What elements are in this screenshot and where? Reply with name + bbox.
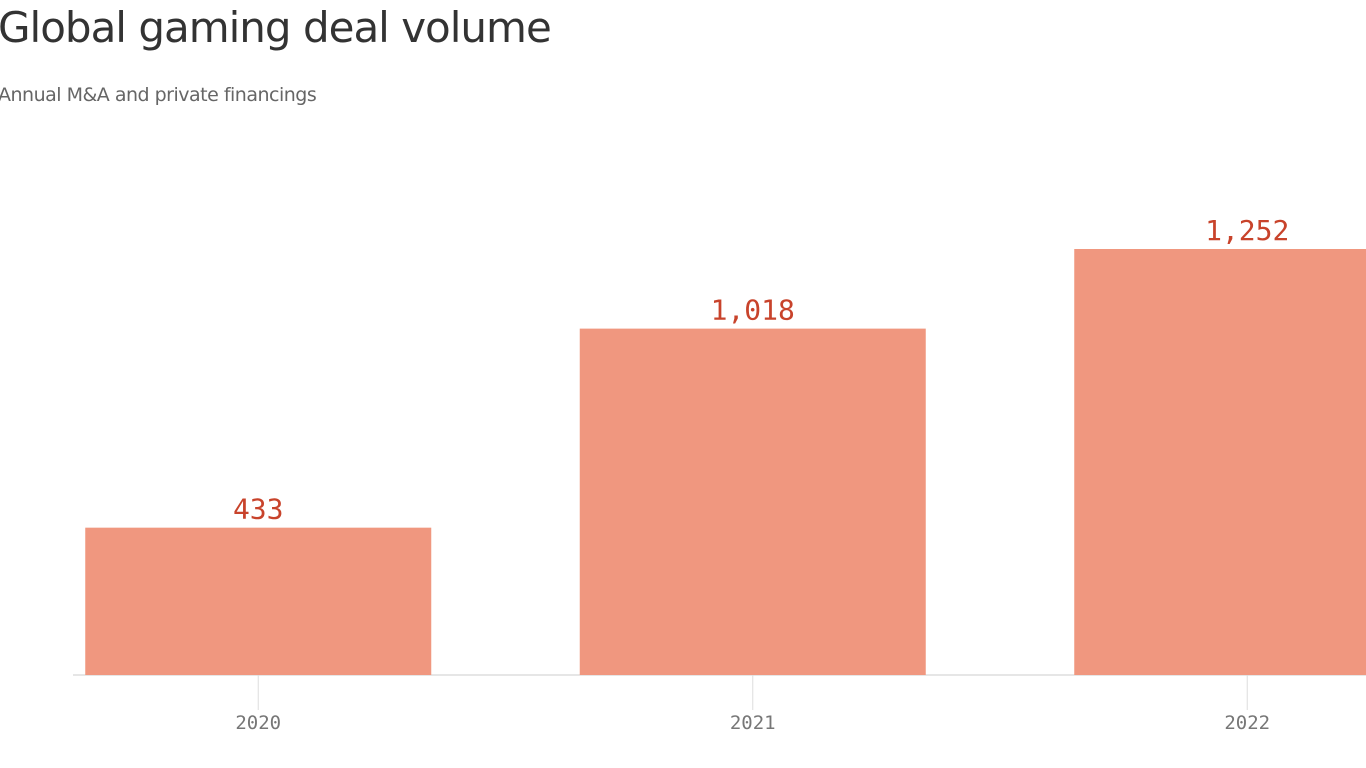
x-tick-label: 2020 xyxy=(235,712,281,734)
bar xyxy=(1074,249,1366,675)
chart-subtitle: Annual M&A and private financings xyxy=(0,84,316,106)
value-label: 433 xyxy=(233,493,284,526)
bar xyxy=(579,328,926,675)
x-tick-label: 2022 xyxy=(1224,712,1270,734)
bar xyxy=(85,527,432,675)
chart-title: Global gaming deal volume xyxy=(0,3,551,52)
value-label: 1,018 xyxy=(711,294,795,327)
value-label: 1,252 xyxy=(1205,214,1289,247)
x-tick-label: 2021 xyxy=(730,712,776,734)
